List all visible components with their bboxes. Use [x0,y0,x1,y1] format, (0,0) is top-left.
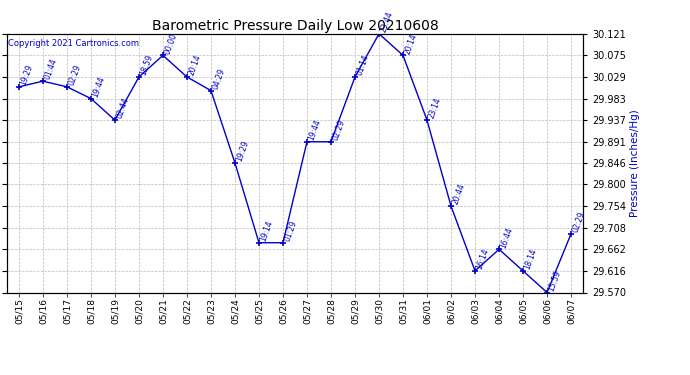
Text: 16:14: 16:14 [475,248,491,271]
Title: Barometric Pressure Daily Low 20210608: Barometric Pressure Daily Low 20210608 [152,19,438,33]
Text: Copyright 2021 Cartronics.com: Copyright 2021 Cartronics.com [8,39,139,48]
Text: 19:29: 19:29 [19,63,34,87]
Text: 18:59: 18:59 [139,53,155,77]
Text: 00:00: 00:00 [163,32,179,56]
Text: 20:14: 20:14 [187,53,203,77]
Text: 01:29: 01:29 [283,219,299,243]
Text: 18:14: 18:14 [523,248,539,271]
Text: 02:44: 02:44 [115,96,131,120]
Text: 20:14: 20:14 [403,32,419,56]
Text: 01:44: 01:44 [43,57,59,81]
Text: 02:29: 02:29 [331,118,347,142]
Y-axis label: Pressure (Inches/Hg): Pressure (Inches/Hg) [630,109,640,217]
Text: 02:29: 02:29 [67,63,83,87]
Text: 23:44: 23:44 [379,10,395,34]
Text: 02:29: 02:29 [571,210,587,234]
Text: 19:29: 19:29 [235,140,251,163]
Text: 23:14: 23:14 [427,97,443,120]
Text: 19:44: 19:44 [91,75,107,99]
Text: 20:44: 20:44 [451,183,467,206]
Text: 01:14: 01:14 [355,53,371,77]
Text: 04:29: 04:29 [211,67,227,91]
Text: 19:44: 19:44 [307,118,323,142]
Text: 15:59: 15:59 [547,269,563,292]
Text: 19:14: 19:14 [259,219,275,243]
Text: 16:44: 16:44 [499,226,515,249]
